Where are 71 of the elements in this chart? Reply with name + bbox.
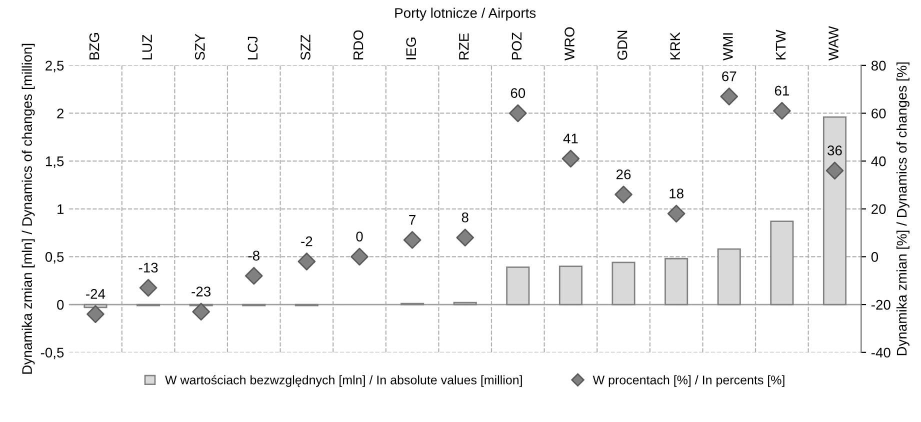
point [562, 150, 580, 168]
y2-axis-title: Dynamika zmian [%] / Dynamics of changes [%] [896, 62, 910, 356]
point [403, 231, 422, 249]
x-tick-label: POZ [512, 32, 522, 60]
y-tick-label: 2 [57, 108, 64, 118]
y2-tick-label: -20 [871, 300, 890, 310]
x-tick-label: SZY [194, 34, 205, 60]
data-label: 60 [510, 88, 526, 98]
bar [770, 220, 794, 306]
point [350, 248, 368, 266]
data-label: -8 [248, 250, 260, 261]
point [508, 104, 527, 122]
point [826, 162, 844, 180]
x-tick-label: GDN [617, 30, 628, 60]
x-tick-label: WRO [564, 27, 574, 60]
x-axis-title: Porty lotnicze / Airports [395, 8, 536, 21]
data-label: -13 [138, 262, 158, 273]
data-label: -24 [86, 289, 106, 299]
legend-label: W procentach [%] / In percents [%] [592, 375, 784, 387]
data-label: 8 [462, 212, 468, 222]
point [667, 204, 686, 223]
x-tick-label: RDO [353, 30, 364, 60]
data-label: 0 [356, 232, 363, 242]
data-label: 26 [616, 169, 631, 180]
y2-tick-label: 40 [871, 156, 886, 166]
point [720, 88, 738, 106]
point [298, 252, 316, 270]
point [86, 305, 104, 324]
data-label: -2 [301, 236, 312, 246]
x-tick-label: IEG [406, 38, 416, 60]
point [614, 186, 632, 204]
x-tick-label: KTW [776, 30, 786, 60]
x-tick-label: LCJ [248, 36, 258, 60]
data-label: 7 [409, 215, 416, 225]
y-tick-label: 2,5 [46, 60, 64, 72]
point [456, 228, 474, 246]
y-tick-label: 0,5 [45, 252, 64, 264]
y-axis-title: Dynamika zmian [mln] / Dynamics of changes [million] [22, 44, 35, 374]
bar [822, 116, 847, 306]
y-tick-label: 1,5 [46, 156, 64, 168]
y2-tick-label: 20 [872, 204, 886, 214]
bar [558, 266, 582, 306]
legend-label: W wartościach bezwzględnych [mln] / In absolute values [million] [165, 375, 522, 387]
y2-tick-label: 0 [871, 252, 878, 262]
data-label: 67 [722, 71, 736, 82]
y-tick-label: 0 [57, 300, 64, 310]
data-label: -23 [192, 286, 211, 296]
point [773, 102, 791, 120]
y-tick-label: 1 [58, 204, 64, 214]
data-label: 41 [563, 134, 578, 144]
x-tick-label: WMI [723, 33, 733, 60]
x-tick-label: LUZ [142, 34, 152, 60]
y2-tick-label: 80 [871, 60, 886, 71]
x-tick-label: BZG [89, 33, 100, 60]
x-tick-label: SZZ [300, 34, 310, 60]
bar [612, 262, 636, 306]
bar [717, 248, 741, 306]
y-tick-label: -0,5 [40, 348, 64, 360]
y2-tick-label: 60 [872, 108, 886, 118]
x-tick-label: KRK [670, 32, 680, 60]
x-tick-label: RZE [459, 33, 469, 60]
y2-tick-label: -40 [871, 348, 890, 358]
point [192, 302, 210, 321]
x-tick-label: WAW [828, 26, 838, 60]
data-label: 36 [828, 146, 842, 156]
bar [664, 258, 688, 306]
data-label: 18 [670, 188, 684, 198]
data-label: 61 [774, 86, 789, 96]
point [139, 278, 158, 297]
point [244, 266, 263, 285]
bar [506, 266, 530, 306]
